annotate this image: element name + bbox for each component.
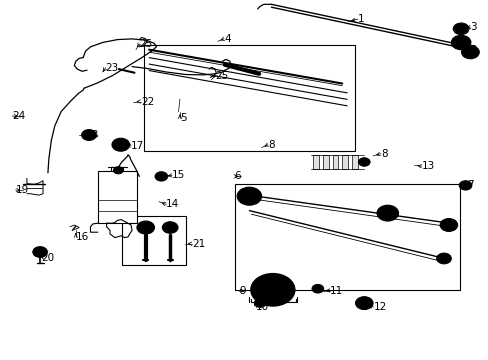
Circle shape	[355, 297, 372, 310]
Bar	[122, 216, 185, 265]
Circle shape	[237, 187, 261, 205]
Bar	[98, 171, 137, 223]
Circle shape	[376, 205, 398, 221]
Text: 3: 3	[469, 22, 476, 32]
Bar	[342, 155, 347, 169]
Bar	[351, 155, 357, 169]
Text: 18: 18	[85, 130, 99, 140]
Circle shape	[33, 247, 47, 257]
Circle shape	[439, 219, 457, 231]
Circle shape	[254, 299, 265, 307]
Text: 9: 9	[239, 286, 245, 296]
Circle shape	[137, 221, 154, 234]
Text: 25: 25	[215, 71, 228, 81]
Text: 16: 16	[76, 231, 89, 242]
Circle shape	[458, 181, 471, 190]
Text: 11: 11	[329, 285, 342, 296]
Text: 10: 10	[256, 302, 269, 312]
Text: 22: 22	[141, 96, 154, 107]
Text: 24: 24	[12, 111, 25, 121]
Circle shape	[461, 46, 478, 59]
Circle shape	[358, 158, 369, 166]
Text: 23: 23	[105, 63, 119, 73]
Text: 12: 12	[373, 302, 386, 312]
Circle shape	[250, 274, 294, 306]
Text: 25: 25	[139, 39, 152, 49]
Bar	[234, 184, 459, 290]
Circle shape	[450, 35, 470, 50]
Circle shape	[436, 253, 450, 264]
Text: 13: 13	[421, 161, 434, 171]
Text: 6: 6	[234, 171, 241, 181]
Circle shape	[113, 167, 123, 174]
Circle shape	[162, 222, 178, 233]
Text: 20: 20	[41, 253, 55, 263]
Text: 2: 2	[469, 45, 476, 55]
Text: 8: 8	[380, 149, 387, 159]
Text: 14: 14	[166, 199, 179, 210]
Bar	[312, 155, 318, 169]
Bar	[322, 155, 328, 169]
Text: 17: 17	[131, 141, 144, 151]
Bar	[332, 155, 338, 169]
Text: 7: 7	[467, 180, 473, 190]
Text: 15: 15	[172, 170, 185, 180]
Circle shape	[452, 23, 468, 35]
Text: 21: 21	[192, 239, 205, 249]
Circle shape	[311, 284, 323, 293]
Circle shape	[81, 130, 96, 140]
Text: 19: 19	[16, 185, 29, 195]
Circle shape	[112, 138, 129, 151]
Text: 8: 8	[267, 140, 274, 150]
Circle shape	[258, 279, 287, 301]
Text: 5: 5	[180, 113, 186, 123]
Circle shape	[155, 172, 167, 181]
Text: 1: 1	[357, 14, 364, 24]
Bar	[144, 45, 354, 151]
Text: 4: 4	[224, 34, 230, 44]
